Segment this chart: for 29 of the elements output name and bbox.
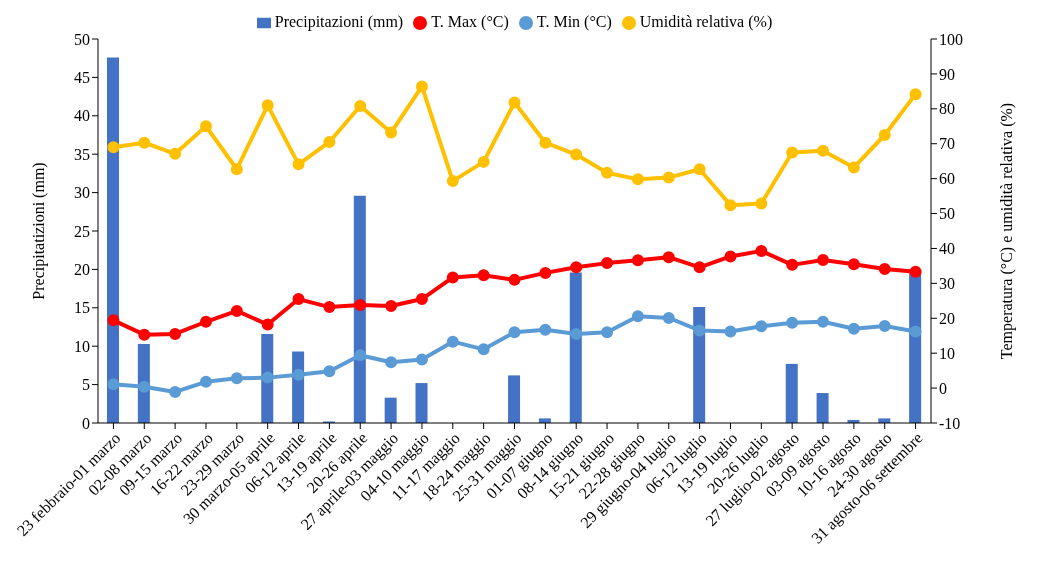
y-tick-label: 25 [74,222,90,240]
y2-tick-label: 20 [939,309,955,327]
legend-label: Precipitazioni (mm) [274,13,404,30]
y-axis-title: Precipitatizioni (mm) [29,162,48,300]
y2-tick-label: 40 [939,240,955,258]
y2-tick-label: 80 [939,100,955,118]
y2-axis-title: Temperatura (°C) e umidità relativa (%) [997,102,1016,360]
legend-label: Umidità relativa (%) [639,13,773,30]
y-tick-label: 30 [74,184,90,202]
y2-tick-label: 90 [939,65,955,83]
y2-tick-label: 60 [939,170,955,188]
y-tick-label: 50 [74,30,90,48]
y2-tick-label: 30 [939,275,955,293]
legend-label: T. Max (°C) [431,13,509,30]
y2-tick-label: -10 [939,414,961,432]
y2-tick-label: 50 [939,205,955,223]
y-tick-label: 0 [82,414,90,432]
y-tick-label: 20 [74,261,90,279]
y-tick-label: 15 [74,299,90,317]
y-tick-label: 35 [74,145,90,163]
y2-tick-label: 0 [939,379,947,397]
legend-label: T. Min (°C) [536,13,612,30]
y2-tick-label: 100 [939,30,963,48]
y2-tick-label: 10 [939,344,955,362]
y2-tick-label: 70 [939,135,955,153]
y-tick-label: 45 [74,69,90,87]
y-tick-label: 5 [82,376,90,394]
y-tick-label: 10 [74,337,90,355]
y-tick-label: 40 [74,107,90,125]
